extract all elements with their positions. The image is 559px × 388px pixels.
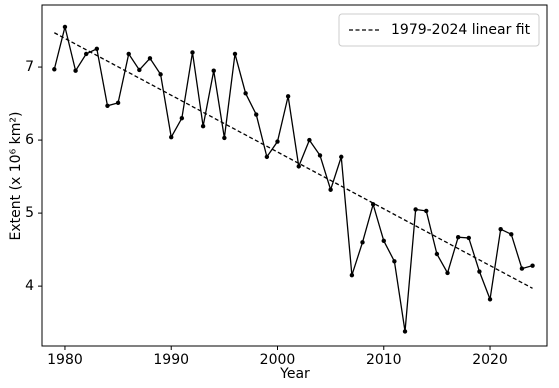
data-point bbox=[530, 263, 535, 268]
data-point bbox=[509, 232, 514, 237]
data-point bbox=[94, 46, 100, 52]
data-point bbox=[147, 56, 153, 61]
x-tick-label: 2010 bbox=[366, 352, 402, 368]
y-tick-label: 5 bbox=[25, 205, 34, 221]
data-point bbox=[232, 51, 238, 57]
data-point bbox=[211, 68, 216, 73]
data-point bbox=[158, 72, 163, 77]
y-axis-label: Extent (x 10⁶ km²) bbox=[8, 112, 24, 241]
y-tick-label: 6 bbox=[25, 132, 34, 148]
data-point bbox=[52, 67, 57, 72]
x-axis-label: Year bbox=[279, 366, 310, 382]
data-point bbox=[285, 94, 291, 99]
trend-line bbox=[54, 32, 533, 289]
data-point bbox=[434, 251, 440, 257]
data-point bbox=[264, 154, 270, 160]
data-point bbox=[413, 207, 418, 212]
legend-label: 1979-2024 linear fit bbox=[391, 22, 531, 38]
data-point bbox=[254, 112, 259, 117]
data-point bbox=[62, 24, 68, 30]
data-point bbox=[455, 235, 461, 240]
data-point bbox=[381, 238, 386, 244]
data-point bbox=[179, 115, 185, 121]
data-point bbox=[487, 297, 493, 302]
data-point bbox=[424, 208, 429, 214]
data-point bbox=[466, 235, 471, 241]
x-tick-label: 1990 bbox=[153, 352, 189, 368]
data-line bbox=[53, 26, 533, 332]
data-point bbox=[126, 51, 131, 57]
data-point bbox=[73, 68, 78, 73]
data-point bbox=[275, 139, 280, 144]
data-point bbox=[307, 137, 312, 143]
data-point bbox=[445, 270, 450, 276]
data-point bbox=[328, 187, 333, 192]
data-point bbox=[477, 269, 482, 274]
data-point bbox=[222, 135, 227, 141]
data-point bbox=[349, 272, 355, 278]
data-point bbox=[190, 50, 195, 55]
data-point bbox=[84, 51, 89, 57]
data-point bbox=[296, 164, 301, 169]
x-tick-label: 2000 bbox=[260, 352, 296, 368]
data-point bbox=[317, 153, 323, 158]
legend-box bbox=[338, 13, 540, 47]
data-point bbox=[498, 226, 503, 232]
data-point bbox=[243, 91, 248, 96]
data-point bbox=[402, 329, 408, 334]
x-tick-label: 2020 bbox=[472, 352, 508, 368]
y-tick-label: 4 bbox=[25, 278, 34, 294]
data-point bbox=[115, 100, 121, 106]
x-tick-label: 1980 bbox=[47, 352, 83, 368]
data-point bbox=[360, 240, 365, 245]
y-tick-label: 7 bbox=[25, 59, 34, 75]
data-point bbox=[137, 67, 142, 73]
data-point bbox=[339, 154, 344, 160]
data-point bbox=[392, 259, 397, 264]
data-point bbox=[105, 103, 110, 108]
plot-frame bbox=[41, 4, 548, 347]
data-point bbox=[169, 134, 174, 140]
data-point bbox=[200, 124, 206, 129]
data-point bbox=[519, 266, 525, 271]
